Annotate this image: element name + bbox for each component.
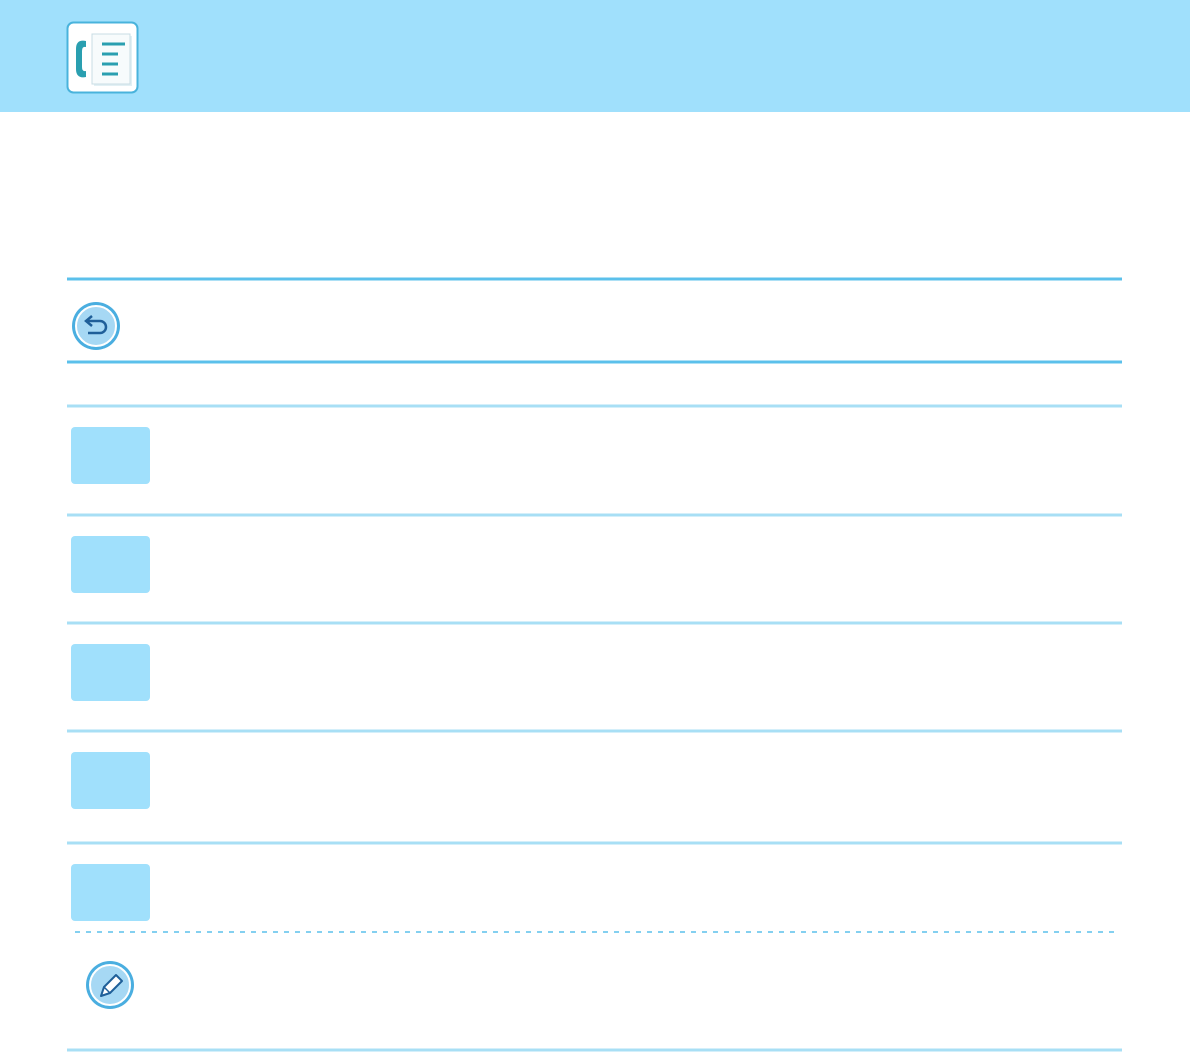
step-box: [71, 644, 150, 701]
step-box: [71, 864, 150, 921]
step-box: [71, 427, 150, 484]
fax-icon: [66, 21, 139, 94]
header-band: [0, 0, 1190, 112]
step-box: [71, 536, 150, 593]
note-icon: [86, 961, 134, 1009]
step-box: [71, 752, 150, 809]
back-icon: [72, 302, 120, 350]
